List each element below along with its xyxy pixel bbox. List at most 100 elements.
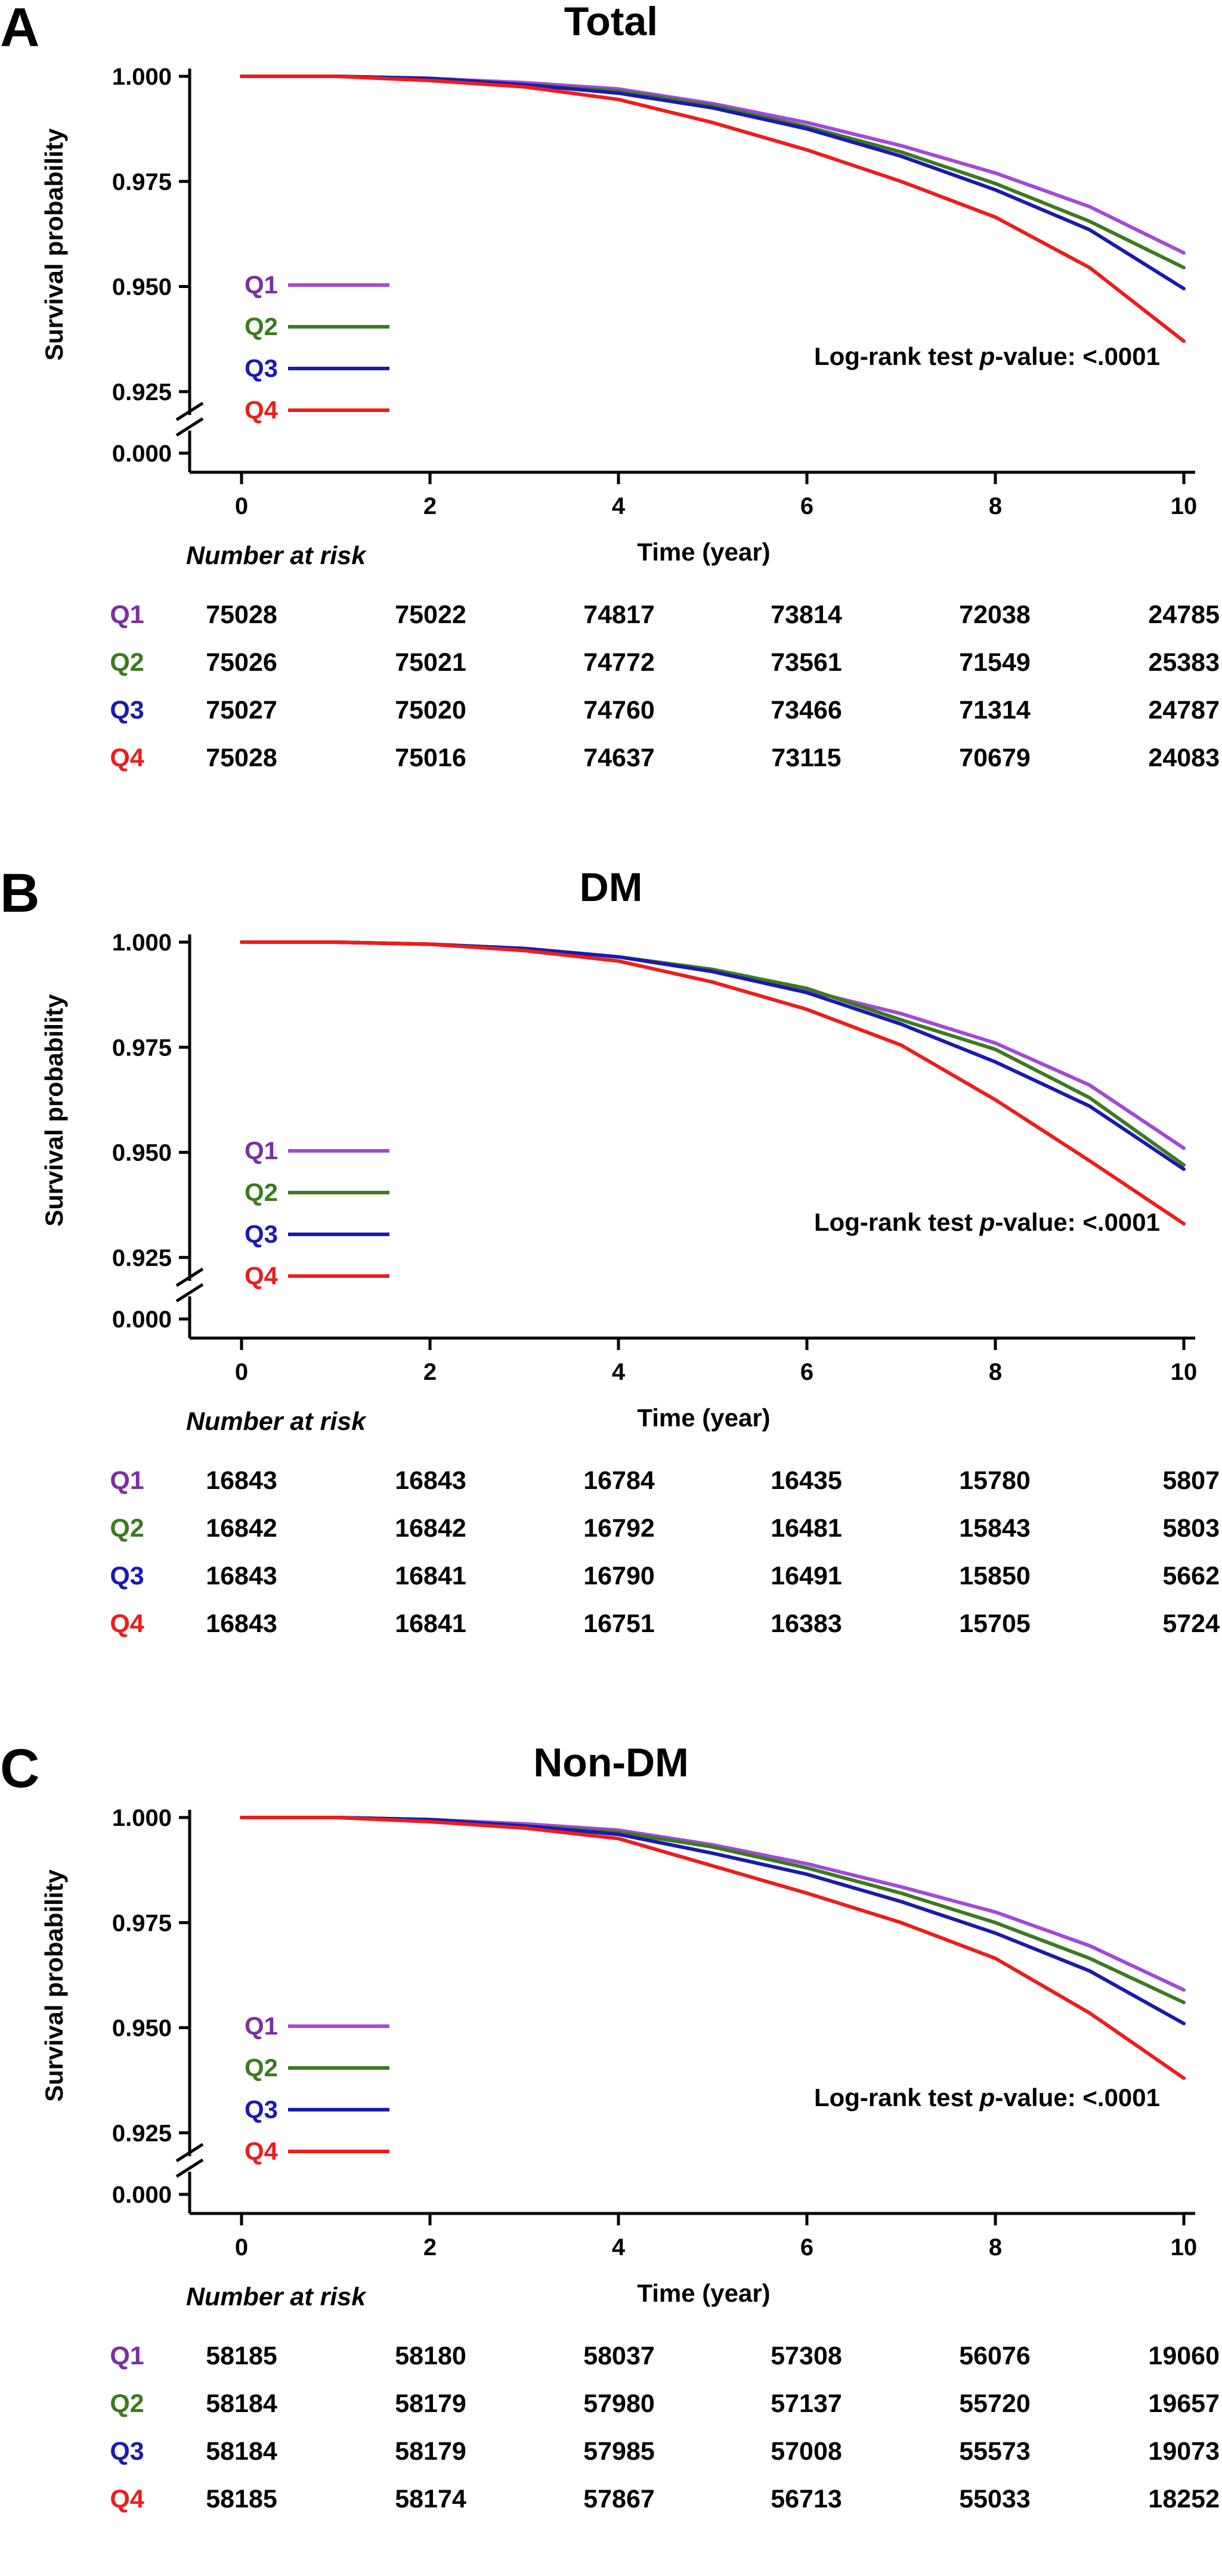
legend-label-q1: Q1 — [245, 1137, 278, 1165]
x-tick-label: 4 — [612, 493, 626, 519]
x-tick-label: 10 — [1171, 493, 1198, 519]
x-tick-label: 0 — [235, 2234, 248, 2261]
risk-cell: 16841 — [395, 1609, 466, 1638]
risk-table-row: Q3 16843 16841 16790 16491 15850 5662 — [0, 1562, 1222, 1597]
y-axis-label: Survival probability — [40, 993, 68, 1226]
risk-cell: 58184 — [206, 2437, 277, 2466]
axis-break-mark — [175, 1267, 204, 1287]
x-tick-label: 2 — [423, 2234, 437, 2261]
risk-cell: 16842 — [206, 1514, 277, 1543]
legend-label-q3: Q3 — [245, 2095, 278, 2123]
series-line-q3 — [240, 75, 1186, 290]
risk-cell: 75020 — [395, 696, 466, 724]
survival-plot: 1.000 0.975 0.950 0.925 0.000 0 2 4 6 8 10 Time (ye… — [40, 64, 1198, 566]
risk-cell: 71314 — [959, 696, 1031, 724]
risk-cell: 74817 — [583, 600, 655, 629]
panel-a: A Total 1.000 0.975 0.950 0.925 0.000 0 2 4 6 8 10 Ti… — [0, 0, 1222, 835]
legend-label-q2: Q2 — [245, 312, 278, 340]
series-line-q4 — [240, 75, 1186, 343]
risk-cell: 75016 — [395, 744, 466, 772]
risk-cell: 74637 — [583, 744, 655, 772]
risk-cell: 75022 — [395, 600, 466, 629]
risk-table-label: Number at risk — [186, 1407, 366, 1436]
risk-cell: 15705 — [959, 1609, 1031, 1638]
risk-cell: 16843 — [206, 1609, 277, 1638]
x-tick-label: 0 — [235, 1359, 248, 1385]
y-tick-label: 0.975 — [112, 1035, 172, 1061]
y-tick-label: 0.950 — [112, 2015, 172, 2042]
risk-cell: 16790 — [583, 1562, 655, 1590]
risk-cell: 16841 — [395, 1562, 466, 1590]
y-tick-label: 0.925 — [112, 379, 172, 405]
axis-break-mark — [175, 2142, 204, 2163]
x-axis-label: Time (year) — [637, 2279, 770, 2307]
risk-cell: 75028 — [206, 744, 277, 772]
risk-cell: 75028 — [206, 600, 277, 629]
x-tick-label: 6 — [800, 2234, 813, 2261]
series-line-q3 — [240, 940, 1186, 1171]
risk-group-label: Q3 — [110, 2437, 144, 2466]
risk-cell: 16751 — [583, 1609, 655, 1638]
risk-cell: 58180 — [395, 2342, 466, 2370]
y-tick-label: 0.925 — [112, 1245, 172, 1271]
risk-cell: 16843 — [206, 1562, 277, 1590]
panel-label: A — [0, 0, 40, 58]
y-tick-label: 0.950 — [112, 274, 172, 301]
risk-cell: 19657 — [1148, 2389, 1220, 2418]
risk-cell: 15850 — [959, 1562, 1031, 1590]
legend-label-q4: Q4 — [245, 396, 279, 424]
panel-b: B DM 1.000 0.975 0.950 0.925 0.000 0 2 4 6 8 10 Time … — [0, 866, 1222, 1701]
risk-cell: 73814 — [771, 600, 842, 629]
series-line-q1 — [240, 1816, 1186, 1992]
axis-break-mark — [175, 2158, 204, 2178]
risk-cell: 75021 — [395, 648, 466, 677]
risk-cell: 16784 — [583, 1466, 655, 1495]
risk-cell: 15843 — [959, 1514, 1031, 1543]
risk-cell: 57980 — [583, 2389, 655, 2418]
chart-title: DM — [579, 865, 643, 910]
risk-group-label: Q3 — [110, 696, 144, 724]
risk-cell: 70679 — [959, 744, 1031, 772]
risk-group-label: Q2 — [110, 2389, 144, 2418]
risk-group-label: Q4 — [110, 2485, 144, 2513]
x-tick-label: 6 — [800, 1359, 813, 1385]
risk-cell: 75027 — [206, 696, 277, 724]
legend-label-q3: Q3 — [245, 1220, 278, 1248]
risk-table-label: Number at risk — [186, 2283, 366, 2311]
series-line-q4 — [240, 940, 1186, 1226]
risk-cell: 19060 — [1148, 2342, 1220, 2370]
risk-cell: 5662 — [1162, 1562, 1220, 1590]
log-rank-annotation: Log-rank test p-value: <.0001 — [814, 2083, 1160, 2111]
x-tick-label: 2 — [423, 493, 437, 519]
x-tick-label: 8 — [989, 1359, 1002, 1385]
y-tick-label: 1.000 — [112, 1805, 172, 1831]
y-axis-label: Survival probability — [40, 128, 68, 360]
risk-cell: 15780 — [959, 1466, 1031, 1495]
risk-cell: 73115 — [771, 744, 842, 772]
risk-cell: 57137 — [771, 2389, 842, 2418]
risk-cell: 72038 — [959, 600, 1031, 629]
survival-plot: 1.000 0.975 0.950 0.925 0.000 0 2 4 6 8 10 Time (ye… — [40, 1805, 1197, 2307]
risk-table-row: Q3 58184 58179 57985 57008 55573 19073 — [0, 2437, 1222, 2473]
legend-label-q3: Q3 — [245, 354, 278, 382]
risk-table-row: Q2 58184 58179 57980 57137 55720 19657 — [0, 2389, 1222, 2425]
y-tick-label: 1.000 — [112, 64, 172, 90]
x-axis-label: Time (year) — [637, 1404, 770, 1432]
chart-title: Non-DM — [533, 1740, 689, 1785]
x-tick-label: 4 — [612, 1359, 626, 1385]
risk-cell: 58174 — [395, 2485, 466, 2513]
log-rank-annotation: Log-rank test p-value: <.0001 — [814, 1208, 1160, 1236]
risk-cell: 74772 — [583, 648, 655, 677]
risk-cell: 56713 — [771, 2485, 842, 2513]
risk-cell: 73466 — [771, 696, 842, 724]
risk-cell: 75026 — [206, 648, 277, 677]
x-tick-label: 0 — [235, 493, 248, 519]
y-tick-label: 0.975 — [112, 169, 172, 195]
risk-group-label: Q1 — [110, 600, 144, 629]
risk-cell: 57985 — [583, 2437, 655, 2466]
y-tick-label: 0.950 — [112, 1140, 172, 1166]
risk-cell: 58184 — [206, 2389, 277, 2418]
risk-cell: 24785 — [1148, 600, 1220, 629]
legend-label-q4: Q4 — [245, 1262, 279, 1290]
x-tick-label: 8 — [989, 2234, 1002, 2261]
